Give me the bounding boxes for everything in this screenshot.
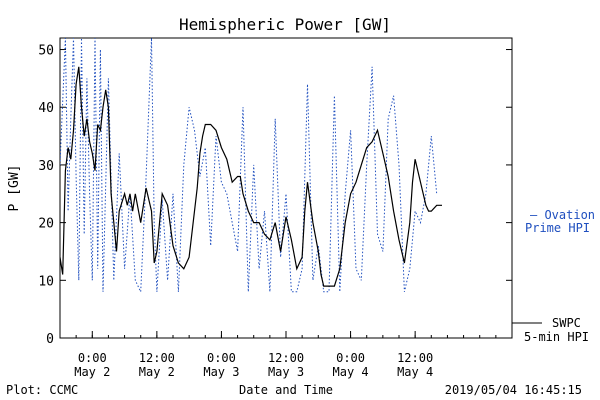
footer-plot-credit: Plot: CCMC bbox=[6, 383, 78, 397]
x-tick-date: May 4 bbox=[333, 365, 369, 379]
legend-swpc-line1: SWPC bbox=[552, 316, 581, 330]
y-axis: 0 10 20 30 40 50 bbox=[38, 44, 512, 347]
series-group bbox=[60, 38, 442, 293]
x-tick-time: 12:00 bbox=[268, 351, 304, 365]
legend-ovation-line2: Prime HPI bbox=[525, 221, 590, 235]
x-tick-date: May 4 bbox=[397, 365, 433, 379]
legend-ovation-line1: — Ovation bbox=[530, 208, 595, 222]
footer-timestamp: 2019/05/04 16:45:15 bbox=[445, 383, 582, 397]
chart-title: Hemispheric Power [GW] bbox=[179, 15, 391, 34]
x-tick-time: 0:00 bbox=[78, 351, 107, 365]
legend-swpc-line2: 5-min HPI bbox=[524, 330, 589, 344]
x-tick-date: May 2 bbox=[74, 365, 110, 379]
x-tick-time: 12:00 bbox=[139, 351, 175, 365]
y-axis-label: P [GW] bbox=[7, 165, 22, 212]
plot-frame bbox=[59, 37, 513, 339]
y-tick-label: 30 bbox=[38, 159, 54, 174]
y-tick-label: 10 bbox=[38, 274, 54, 289]
series-swpc-line bbox=[60, 66, 442, 287]
y-tick-label: 0 bbox=[46, 332, 54, 347]
x-tick-date: May 3 bbox=[268, 365, 304, 379]
x-tick-time: 0:00 bbox=[207, 351, 236, 365]
x-tick-date: May 2 bbox=[139, 365, 175, 379]
x-tick-time: 0:00 bbox=[336, 351, 365, 365]
x-axis-label: Date and Time bbox=[239, 383, 333, 397]
x-tick-time: 12:00 bbox=[397, 351, 433, 365]
y-tick-label: 50 bbox=[38, 44, 54, 59]
x-tick-date: May 3 bbox=[203, 365, 239, 379]
series-ovation-prime-line bbox=[60, 38, 438, 293]
y-tick-label: 40 bbox=[38, 101, 54, 116]
y-tick-label: 20 bbox=[38, 217, 54, 232]
